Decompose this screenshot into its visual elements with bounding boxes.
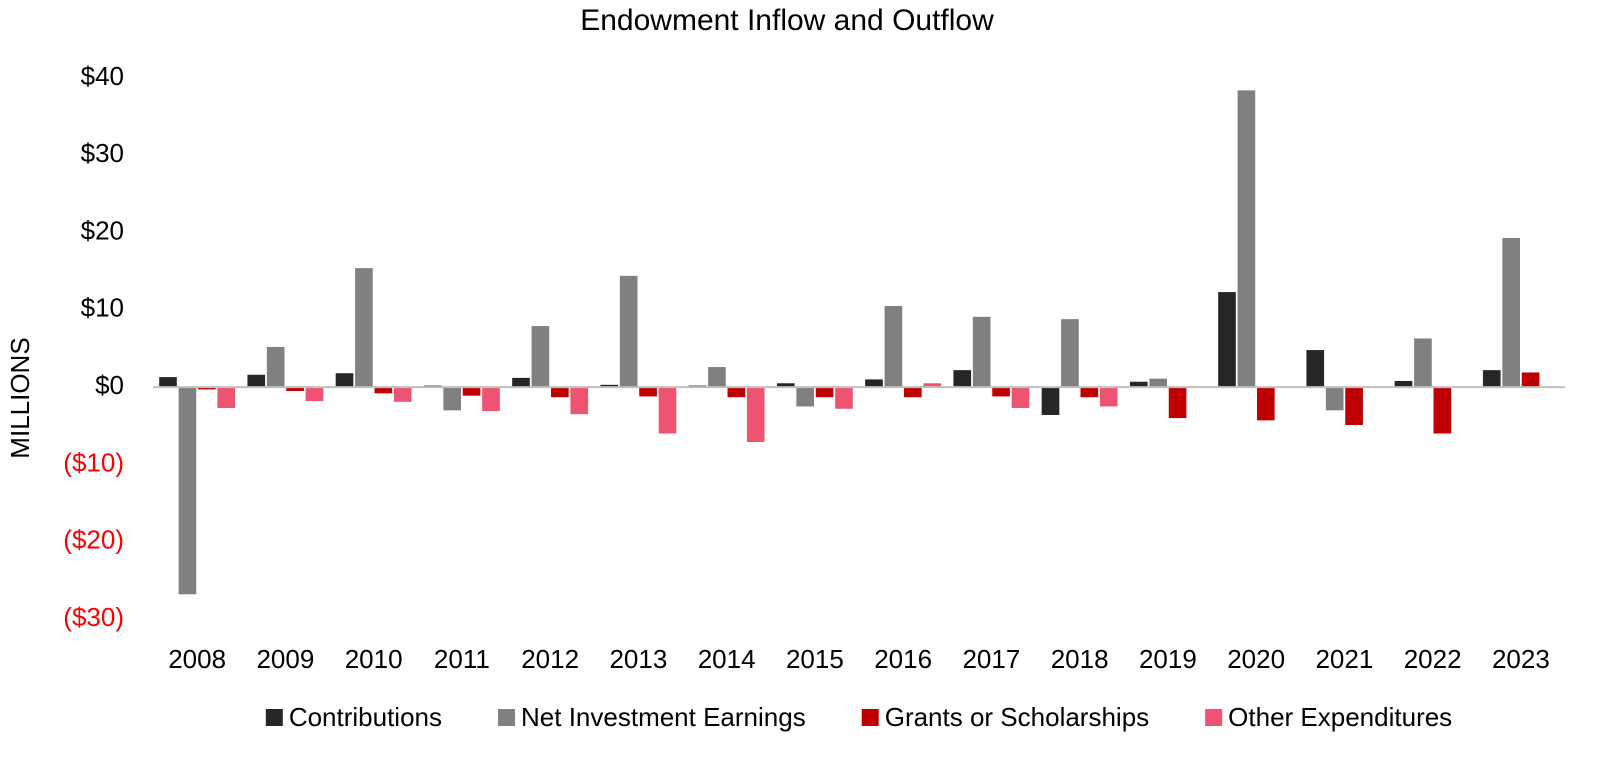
x-tick-label: 2019 [1139, 644, 1197, 674]
legend-swatch [861, 709, 879, 726]
legend-swatch [498, 709, 516, 726]
x-tick-label: 2008 [168, 644, 226, 674]
bar [1099, 387, 1118, 407]
x-tick-label: 2013 [609, 644, 667, 674]
bar [482, 387, 500, 412]
bar [1306, 350, 1325, 388]
bar [600, 384, 619, 388]
legend-label: Other Expenditures [1228, 702, 1452, 732]
bar [1433, 387, 1452, 434]
bar [570, 387, 589, 415]
x-tick-label: 2014 [698, 644, 756, 674]
bar [1080, 387, 1099, 398]
bar [1325, 387, 1344, 411]
bar [727, 387, 746, 398]
y-tick-label: $0 [95, 370, 124, 400]
bar [1345, 387, 1363, 426]
bar [884, 305, 903, 388]
bar [904, 387, 922, 398]
x-tick-label: 2020 [1227, 644, 1285, 674]
bar [619, 275, 638, 388]
bar [355, 268, 373, 388]
bar [266, 346, 285, 388]
x-tick-label: 2022 [1404, 644, 1462, 674]
bar [796, 387, 814, 407]
bar [992, 387, 1010, 397]
y-tick-label: $30 [81, 138, 124, 168]
x-tick-label: 2010 [345, 644, 403, 674]
bar [708, 367, 726, 388]
chart-title: Endowment Inflow and Outflow [580, 4, 994, 37]
y-tick-label: $20 [81, 215, 124, 245]
bar [462, 387, 481, 396]
bar [1414, 338, 1432, 388]
bar [443, 387, 461, 411]
legend-label: Contributions [289, 702, 442, 732]
bar [1129, 381, 1148, 388]
bar [923, 383, 942, 388]
x-tick-label: 2021 [1315, 644, 1373, 674]
y-axis-label: MILLIONS [5, 337, 35, 458]
bar [374, 387, 393, 394]
bar [247, 374, 266, 388]
bar [1061, 319, 1079, 388]
bar [1168, 387, 1187, 419]
bar [393, 387, 412, 402]
legend-swatch [265, 709, 283, 726]
x-tick-label: 2015 [786, 644, 844, 674]
bar [1482, 370, 1501, 388]
y-tick-label: $10 [81, 293, 124, 323]
bar [159, 377, 177, 388]
bar [815, 387, 834, 398]
bar [865, 379, 883, 388]
legend-label: Grants or Scholarships [885, 702, 1149, 732]
y-tick-label: ($30) [63, 602, 124, 632]
bar [1149, 378, 1167, 388]
x-tick-label: 2009 [256, 644, 314, 674]
y-tick-label: $40 [81, 61, 124, 91]
bar [639, 387, 657, 397]
bar [972, 316, 991, 388]
bar [1011, 387, 1030, 409]
bar [512, 377, 530, 388]
x-tick-label: 2012 [521, 644, 579, 674]
bar [1394, 380, 1413, 388]
bar [1237, 90, 1256, 388]
bar [1041, 387, 1060, 415]
bar [1502, 237, 1520, 388]
x-tick-label: 2017 [962, 644, 1020, 674]
bar [217, 387, 236, 409]
bar [1218, 292, 1236, 388]
y-tick-label: ($20) [63, 525, 124, 555]
bar [1521, 372, 1540, 388]
bar [1257, 387, 1275, 421]
x-tick-label: 2023 [1492, 644, 1550, 674]
bar [953, 370, 972, 388]
bar [658, 387, 677, 434]
x-tick-label: 2018 [1051, 644, 1109, 674]
y-tick-label: ($10) [63, 447, 124, 477]
legend-label: Net Investment Earnings [521, 702, 806, 732]
bar [335, 373, 354, 388]
bar [835, 387, 853, 409]
bar [286, 387, 304, 392]
bar [551, 387, 569, 398]
x-tick-label: 2011 [434, 644, 490, 674]
bar [776, 383, 795, 388]
legend-swatch [1205, 709, 1223, 726]
bar [198, 387, 216, 390]
x-tick-label: 2016 [874, 644, 932, 674]
bar [305, 387, 324, 402]
bar [746, 387, 765, 443]
bar [531, 326, 550, 388]
bar [178, 387, 197, 595]
